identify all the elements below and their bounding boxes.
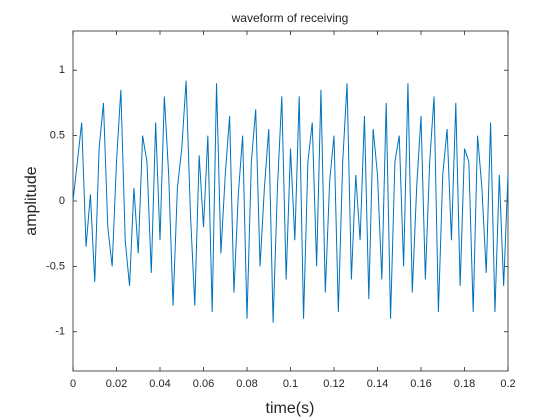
x-tick-label: 0.02 — [106, 378, 127, 390]
x-tick-label: 0.14 — [367, 378, 388, 390]
y-axis-label: amplitude — [23, 166, 40, 235]
plot-box — [72, 30, 509, 372]
x-tick-label: 0.2 — [500, 378, 515, 390]
x-tick-label: 0 — [70, 378, 76, 390]
x-tick-label: 0.06 — [193, 378, 214, 390]
y-tick-label: 0.5 — [50, 130, 65, 142]
x-tick-label: 0.1 — [283, 378, 298, 390]
x-tick-label: 0.08 — [236, 378, 257, 390]
chart-title: waveform of receiving — [231, 11, 349, 25]
y-tick-label: 0 — [59, 195, 65, 207]
y-tick-label: -0.5 — [46, 260, 65, 272]
line-series — [72, 80, 509, 323]
x-axis-label: time(s) — [266, 400, 315, 417]
x-tick-label: 0.16 — [410, 378, 431, 390]
y-tick-label: 1 — [59, 64, 65, 76]
x-tick-label: 0.04 — [149, 378, 170, 390]
x-tick-label: 0.12 — [323, 378, 344, 390]
x-tick-label: 0.18 — [454, 378, 475, 390]
y-tick-label: -1 — [55, 326, 65, 338]
